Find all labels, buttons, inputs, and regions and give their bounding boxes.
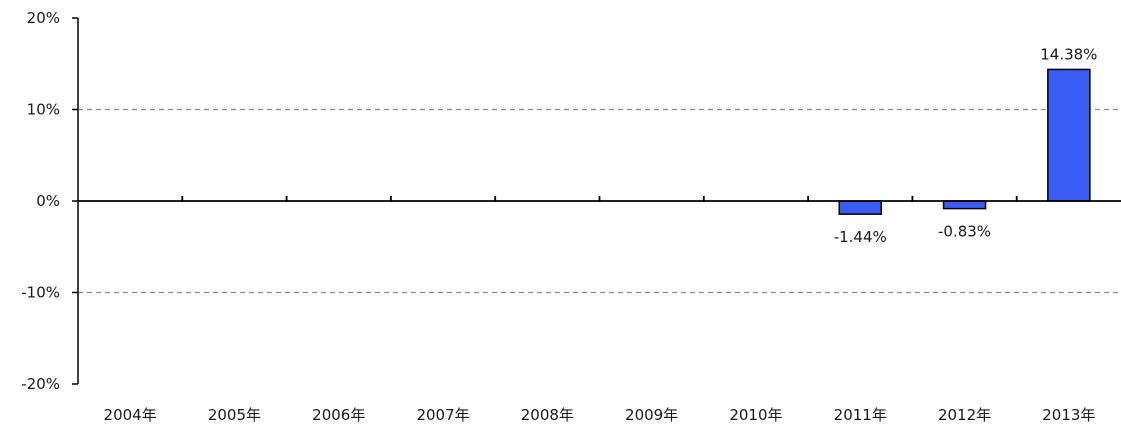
x-tick-label: 2007年	[416, 406, 469, 424]
y-tick-label: 20%	[27, 9, 60, 27]
x-tick-label: 2005年	[208, 406, 261, 424]
data-label: -1.44%	[834, 228, 887, 246]
x-tick-label: 2008年	[521, 406, 574, 424]
y-tick-label: 10%	[27, 101, 60, 119]
y-tick-label: -20%	[21, 375, 60, 393]
x-tick-label: 2009年	[625, 406, 678, 424]
x-tick-label: 2006年	[312, 406, 365, 424]
bar	[1047, 68, 1091, 202]
bars	[838, 68, 1091, 215]
x-tick-label: 2004年	[104, 406, 157, 424]
labels: 20% 10% 0% -10% -20% 2004年 2005年 2006年 2007年 2008…	[21, 9, 1097, 424]
y-tick-label: -10%	[21, 284, 60, 302]
x-tick-label: 2011年	[834, 406, 887, 424]
x-tick-label: 2012年	[938, 406, 991, 424]
y-tick-label: 0%	[36, 192, 60, 210]
x-tick-label: 2013年	[1042, 406, 1095, 424]
bar	[942, 200, 987, 210]
data-label: -0.83%	[938, 223, 991, 241]
x-tick-label: 2010年	[729, 406, 782, 424]
axes	[72, 17, 1121, 385]
data-label: 14.38%	[1040, 45, 1097, 63]
gridlines	[78, 108, 1121, 294]
bar	[838, 200, 882, 215]
